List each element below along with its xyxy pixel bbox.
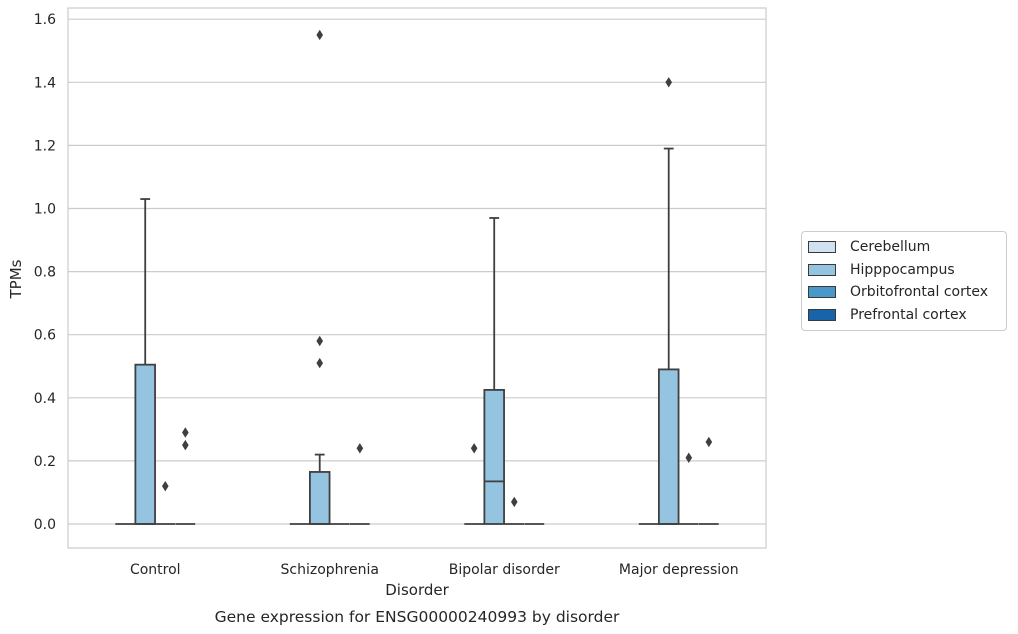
legend-item: Hipppocampus (802, 259, 1006, 282)
y-tick-label: 0.6 (34, 328, 56, 344)
box-hipppocampus (657, 77, 680, 525)
y-tick-label: 0.8 (34, 265, 56, 281)
box-body (483, 389, 505, 525)
legend-item: Cerebellum (802, 236, 1006, 259)
outlier-point (316, 335, 324, 347)
x-tick-label: Bipolar disorder (449, 562, 560, 578)
y-tick-label: 1.4 (34, 75, 56, 91)
legend-label: Cerebellum (850, 239, 931, 256)
outlier-point (182, 439, 189, 451)
legend: Cerebellum Hipppocampus Orbitofrontal cort… (801, 231, 1007, 331)
legend-item: Prefrontal cortex (802, 304, 1006, 327)
legend-label: Prefrontal cortex (850, 306, 967, 323)
box-body (657, 368, 680, 525)
x-tick-labels: Control Schizophrenia Bipolar disorder Majo… (130, 562, 739, 578)
chart-title: Gene expression for ENSG00000240993 by d… (215, 608, 620, 626)
y-tick-labels: 0.0 0.2 0.4 0.6 0.8 1.0 1.2 1.4 1.6 (34, 12, 56, 533)
outlier-point (182, 427, 189, 438)
outlier-point (510, 496, 518, 508)
legend-swatch (808, 263, 836, 276)
y-tick-label: 0.2 (34, 454, 56, 470)
y-tick-label: 1.2 (34, 138, 56, 154)
plot-area-frame (67, 7, 767, 549)
box-orbitofrontal-cortex (155, 480, 176, 525)
legend-swatch (808, 286, 836, 299)
outlier-point (470, 443, 478, 454)
x-tick-label: Schizophrenia (281, 562, 379, 578)
box-orbitofrontal-cortex (678, 452, 699, 525)
y-tick-label: 1.6 (34, 12, 56, 28)
legend-label: Orbitofrontal cortex (850, 284, 988, 301)
outlier-point (685, 452, 693, 463)
box-hipppocampus (134, 198, 156, 525)
outlier-point (356, 443, 364, 454)
x-axis-label: Disorder (385, 581, 449, 599)
box-layer (115, 29, 719, 525)
legend-swatch (808, 241, 836, 254)
box-prefrontal-cortex (699, 436, 719, 525)
box-hipppocampus (308, 29, 331, 525)
outlier-point (161, 480, 169, 492)
legend-item: Orbitofrontal cortex (802, 281, 1006, 304)
y-tick-label: 0.0 (34, 517, 56, 533)
outlier-point (665, 77, 673, 88)
x-tick-label: Control (130, 562, 181, 578)
box-body (134, 363, 156, 525)
outlier-point (316, 29, 324, 41)
box-body (308, 471, 331, 525)
y-tick-label: 0.4 (34, 391, 56, 407)
box-prefrontal-cortex (350, 443, 370, 525)
box-prefrontal-cortex (175, 427, 196, 525)
legend-swatch (808, 308, 836, 321)
grid-lines (68, 18, 766, 525)
box-hipppocampus (483, 217, 505, 525)
legend-label: Hipppocampus (850, 261, 955, 278)
box-orbitofrontal-cortex (504, 496, 525, 525)
y-axis-label: TPMs (7, 259, 25, 299)
outlier-point (705, 436, 713, 448)
y-tick-label: 1.0 (34, 202, 56, 218)
outlier-point (316, 357, 324, 369)
x-tick-label: Major depression (619, 562, 739, 578)
